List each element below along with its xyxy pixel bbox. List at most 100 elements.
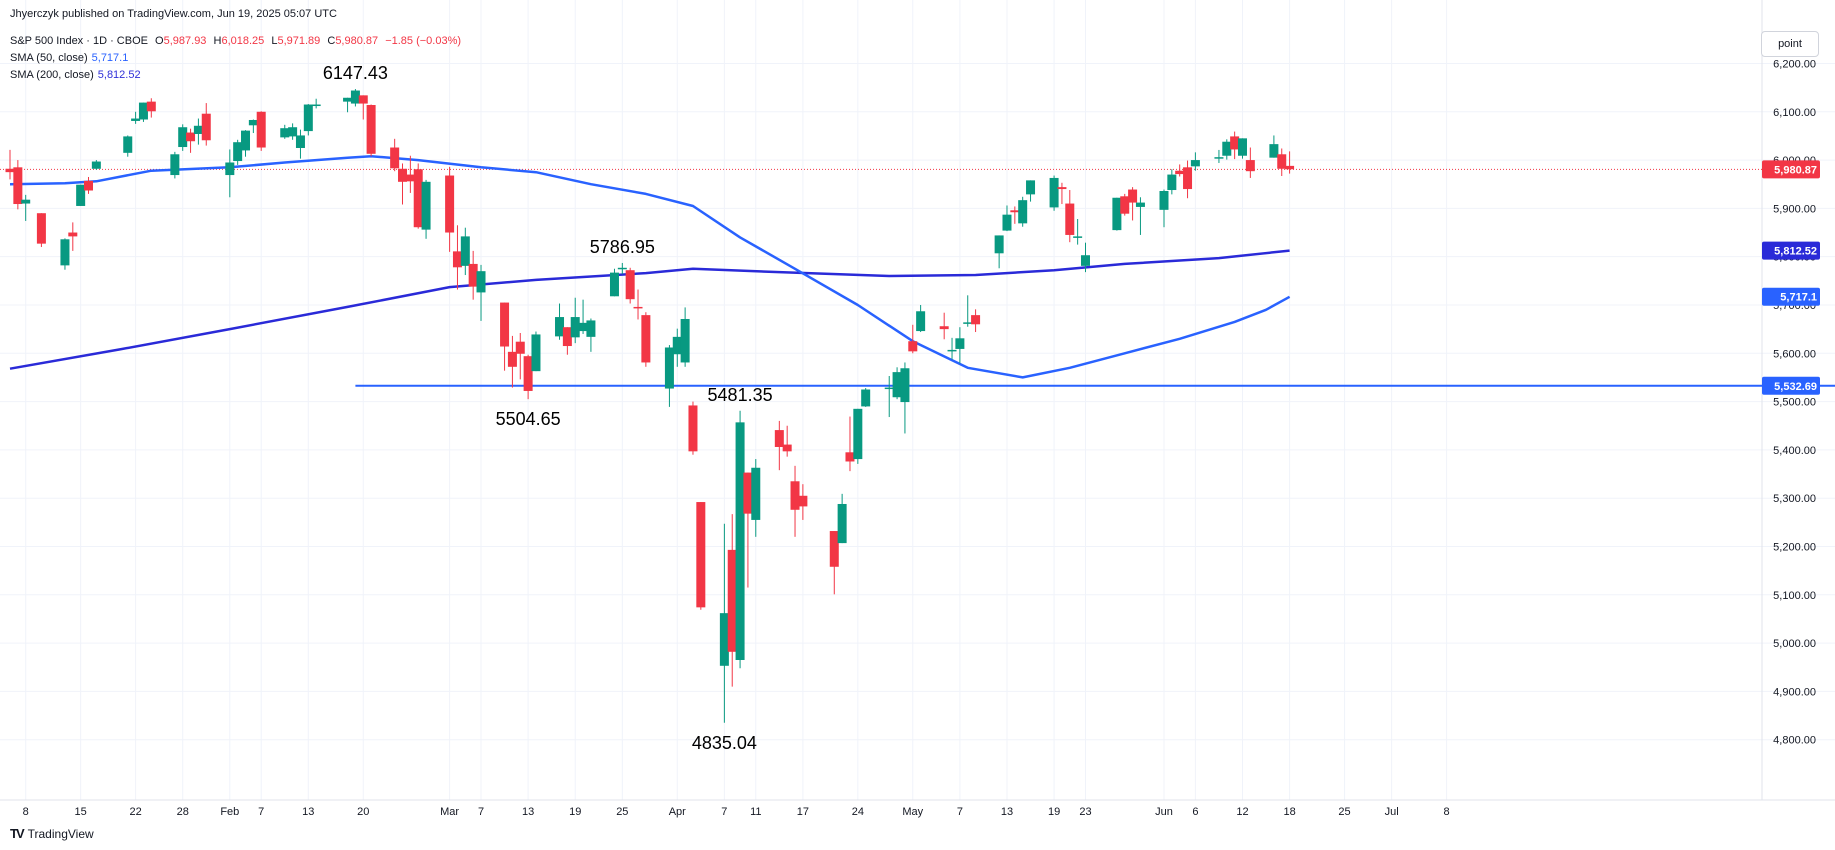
sma50-line: [9, 154, 1291, 379]
candle-body: [358, 95, 368, 104]
candle-body: [186, 132, 196, 142]
candle-body: [288, 127, 298, 137]
candle-body: [5, 168, 15, 173]
y-tick-label: 5,000.00: [1773, 638, 1816, 650]
candle-body: [36, 213, 46, 244]
x-tick-label: Apr: [669, 806, 686, 818]
candle-body: [829, 531, 839, 567]
candle-body: [680, 318, 690, 363]
open-value: O5,987.93: [155, 35, 207, 47]
x-tick-label: 15: [75, 806, 87, 818]
x-tick-label: 28: [177, 806, 189, 818]
y-tick-label: 5,600.00: [1773, 348, 1816, 360]
candle-body: [452, 251, 462, 268]
candle-body: [146, 101, 156, 112]
tradingview-logo-icon: TV: [10, 826, 25, 841]
candle-body: [1167, 174, 1177, 191]
candle-body: [664, 347, 674, 389]
candle-body: [1026, 180, 1036, 195]
y-tick-label: 5,500.00: [1773, 397, 1816, 409]
candle-body: [366, 105, 376, 154]
price-tag-label: 5,717.1: [1780, 292, 1817, 304]
price-annotation: 6147.43: [323, 63, 388, 83]
candle-body: [303, 104, 313, 132]
sma200-line: [9, 249, 1290, 370]
x-tick-label: 6: [1192, 806, 1198, 818]
sma200-legend: SMA (200, close) 5,812.52: [10, 69, 141, 81]
candle-body: [13, 167, 23, 205]
candle-body: [225, 162, 235, 176]
x-tick-label: 19: [1048, 806, 1060, 818]
candle-body: [1269, 144, 1279, 158]
y-tick-label: 5,300.00: [1773, 493, 1816, 505]
candle-body: [1190, 160, 1200, 167]
y-tick-label: 5,200.00: [1773, 541, 1816, 553]
candle-body: [908, 341, 918, 352]
candle-body: [884, 387, 894, 390]
price-scale-mode-button[interactable]: point: [1761, 31, 1819, 57]
x-tick-label: 7: [721, 806, 727, 818]
candle-body: [76, 184, 86, 206]
candle-body: [1277, 154, 1287, 169]
candle-body: [633, 306, 643, 309]
candle-body: [193, 125, 203, 134]
candle-body: [586, 320, 596, 337]
price-tag: [1762, 241, 1820, 260]
candle-body: [1159, 190, 1169, 210]
candle-body: [1057, 187, 1067, 190]
candle-body: [138, 102, 148, 120]
candle-body: [1112, 197, 1122, 231]
candle-body: [350, 90, 360, 104]
y-tick-label: 4,800.00: [1773, 735, 1816, 747]
price-tag-label: 5,812.52: [1774, 246, 1817, 258]
candle-body: [515, 341, 525, 354]
candle-body: [445, 175, 455, 233]
candle-body: [248, 119, 258, 126]
candle-body: [947, 349, 957, 352]
candle-body: [1080, 255, 1090, 266]
x-tick-label: 7: [258, 806, 264, 818]
candle-body: [531, 334, 541, 372]
candle-body: [476, 271, 486, 293]
candle-body: [256, 111, 266, 148]
x-tick-label: 17: [797, 806, 809, 818]
candle-body: [507, 351, 517, 367]
x-tick-label: 20: [357, 806, 369, 818]
candle-body: [688, 405, 698, 452]
price-tag-label: 5,980.87: [1774, 164, 1817, 176]
candle-body: [994, 235, 1004, 254]
candle-body: [696, 502, 706, 608]
x-tick-label: 13: [302, 806, 314, 818]
candle-body: [523, 356, 533, 391]
candle-body: [1183, 167, 1193, 190]
candle-body: [201, 113, 211, 141]
x-tick-label: 22: [129, 806, 141, 818]
x-tick-label: 7: [957, 806, 963, 818]
change-value: −1.85 (−0.03%): [385, 35, 462, 47]
candle-body: [743, 472, 753, 514]
candle-body: [91, 161, 101, 169]
symbol-label: S&P 500 Index · 1D · CBOE: [10, 35, 148, 47]
x-tick-label: 19: [569, 806, 581, 818]
x-tick-label: 24: [852, 806, 864, 818]
x-tick-label: Jul: [1385, 806, 1399, 818]
candle-body: [1175, 170, 1185, 175]
candle-body: [939, 326, 949, 330]
candle-body: [170, 154, 180, 176]
candle-body: [609, 272, 619, 297]
candle-body: [343, 97, 353, 102]
tradingview-brand[interactable]: TV TradingView: [10, 826, 94, 841]
x-tick-label: 18: [1283, 806, 1295, 818]
candle-body: [1120, 196, 1130, 214]
x-tick-label: 11: [750, 806, 761, 818]
x-tick-label: Mar: [440, 806, 459, 818]
candle-body: [727, 549, 737, 652]
candle-body: [1285, 165, 1295, 170]
candle-body: [398, 168, 408, 182]
sma50-legend: SMA (50, close) 5,717.1: [10, 52, 129, 64]
x-tick-label: 8: [1444, 806, 1450, 818]
candle-body: [1010, 210, 1020, 213]
candle-body: [68, 232, 78, 237]
candle-body: [233, 142, 243, 162]
